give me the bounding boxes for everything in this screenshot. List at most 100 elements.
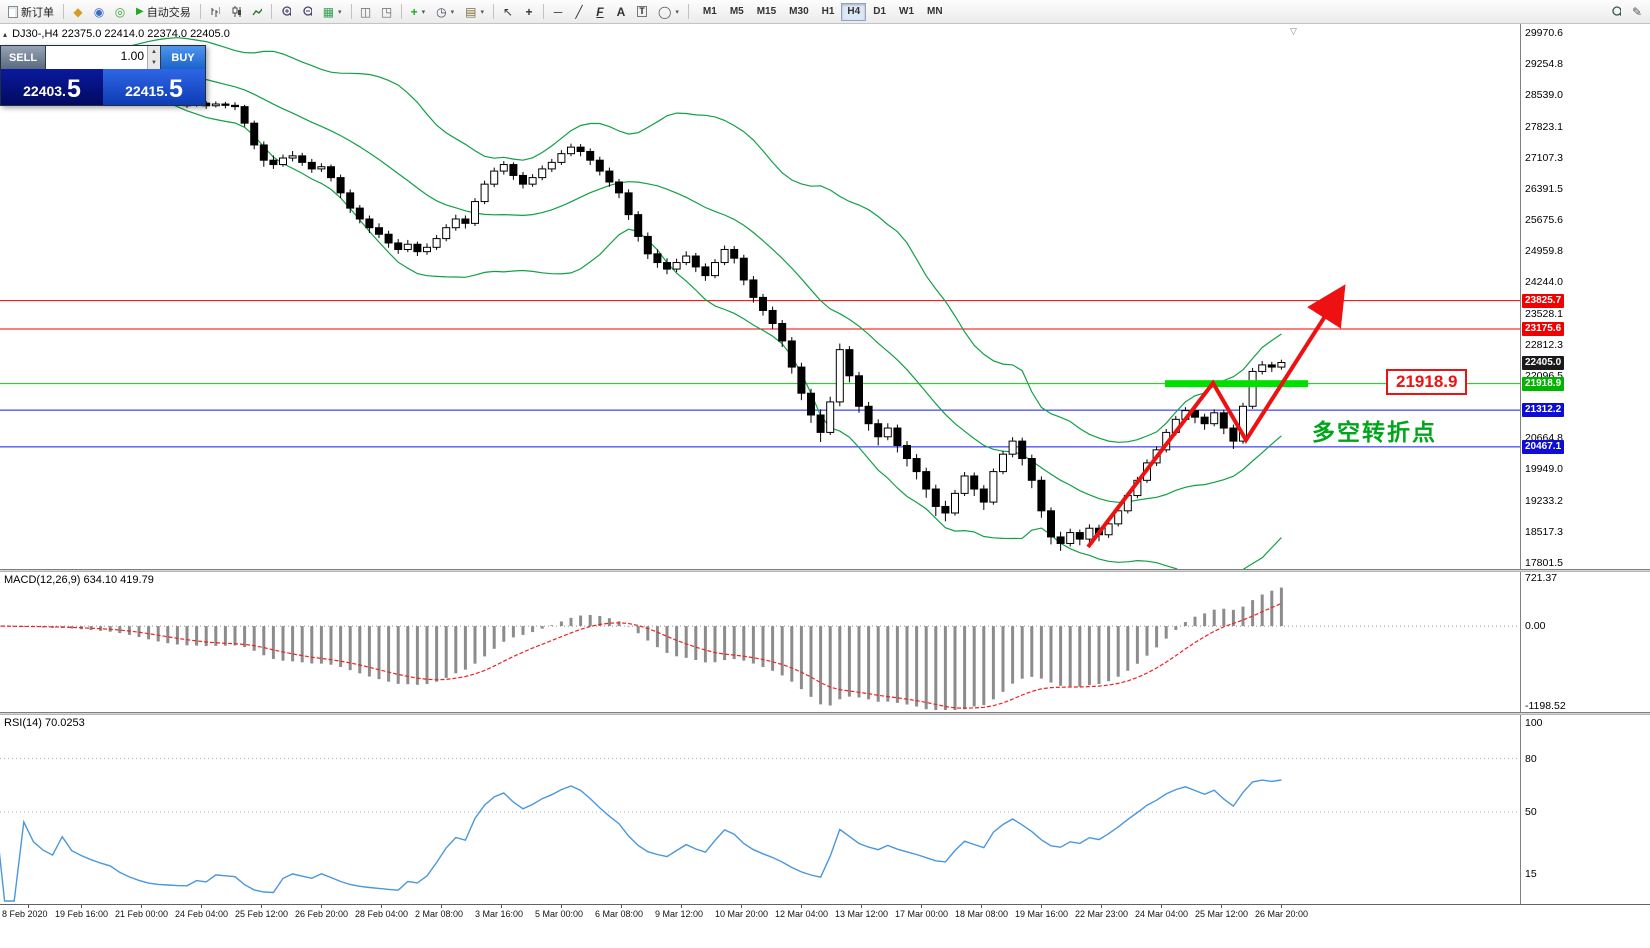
cascade-windows-icon: ◳ bbox=[380, 4, 393, 19]
symbol-title: DJ30-,H4 bbox=[12, 28, 59, 40]
edit-button[interactable]: ✎ bbox=[1627, 2, 1647, 22]
new-order-button[interactable]: 新订单 bbox=[3, 2, 59, 22]
line-chart-icon bbox=[252, 8, 262, 16]
price-axis-label: 28539.0 bbox=[1525, 89, 1563, 102]
line-chart-button[interactable] bbox=[247, 2, 267, 22]
time-axis-tick bbox=[321, 905, 322, 908]
volume-down-button[interactable]: ▼ bbox=[148, 57, 160, 69]
timeframe-button-h1[interactable]: H1 bbox=[816, 3, 841, 21]
price-axis-label: 18517.3 bbox=[1525, 525, 1563, 538]
one-click-trading-panel: SELL 1.00 ▲ ▼ BUY 22403. 5 22415. 5 bbox=[0, 45, 206, 106]
timeframe-button-d1[interactable]: D1 bbox=[867, 3, 892, 21]
profiles-button[interactable]: ◉ bbox=[89, 2, 109, 22]
time-axis-tick bbox=[1281, 905, 1282, 908]
horizontal-line-button[interactable]: ─ bbox=[548, 2, 568, 22]
buy-button[interactable]: BUY bbox=[161, 46, 205, 69]
periods-button[interactable]: ◷ ▾ bbox=[431, 2, 459, 22]
timeframe-button-w1[interactable]: W1 bbox=[893, 3, 920, 21]
bar-chart-button[interactable] bbox=[205, 2, 225, 22]
price-axis[interactable]: 29970.6 29254.8 28539.0 27823.1 27107.3 26391… bbox=[1520, 24, 1650, 569]
time-axis-tick bbox=[621, 905, 622, 908]
time-axis-label: 24 Mar 04:00 bbox=[1135, 909, 1189, 919]
chart-shift-marker[interactable]: ▽ bbox=[1290, 26, 1297, 36]
time-axis-label: 12 Mar 04:00 bbox=[775, 909, 829, 919]
cursor-button[interactable]: ↖ bbox=[498, 2, 518, 22]
volume-up-button[interactable]: ▲ bbox=[148, 46, 160, 58]
price-axis-label: 26391.5 bbox=[1525, 182, 1563, 195]
text-label-button[interactable]: T bbox=[632, 2, 652, 22]
cascade-windows-button[interactable]: ◳ bbox=[377, 2, 397, 22]
macd-panel: MACD(12,26,9) 634.10 419.79 721.37 0.00 -1… bbox=[0, 572, 1650, 712]
timeframe-button-h4[interactable]: H4 bbox=[841, 2, 867, 21]
time-axis-label: 3 Mar 16:00 bbox=[475, 909, 524, 919]
timeframe-button-m15[interactable]: M15 bbox=[751, 3, 782, 21]
time-axis-tick bbox=[1101, 905, 1102, 908]
time-axis-tick bbox=[681, 905, 682, 908]
shapes-icon: ◯ bbox=[657, 4, 672, 19]
candlestick-button[interactable] bbox=[226, 2, 246, 22]
price-badge: 21312.2 bbox=[1522, 403, 1565, 418]
time-axis-tick bbox=[801, 905, 802, 908]
time-axis[interactable]: 8 Feb 2020 19 Feb 16:00 21 Feb 00:00 24 Feb… bbox=[0, 904, 1650, 922]
macd-chart[interactable]: MACD(12,26,9) 634.10 419.79 bbox=[0, 572, 1520, 712]
zoom-out-button[interactable] bbox=[297, 2, 317, 22]
autotrading-play-icon: ▶ bbox=[136, 5, 144, 17]
search-icon bbox=[1612, 5, 1621, 16]
price-badge: 20467.1 bbox=[1522, 439, 1565, 454]
rsi-axis-label: 80 bbox=[1525, 752, 1537, 765]
search-button[interactable] bbox=[1606, 2, 1626, 22]
zoom-in-button[interactable] bbox=[276, 2, 296, 22]
clock-icon: ◷ bbox=[436, 4, 447, 19]
crosshair-button[interactable]: + bbox=[519, 2, 539, 22]
timeframe-button-m1[interactable]: M1 bbox=[697, 3, 723, 21]
timeframe-button-m5[interactable]: M5 bbox=[724, 3, 750, 21]
panel-splitter[interactable] bbox=[0, 569, 1650, 572]
toolbar-separator bbox=[270, 4, 272, 19]
shapes-button[interactable]: ◯ ▾ bbox=[653, 2, 684, 22]
main-chart[interactable]: ▴ DJ30-,H4 22375.0 22414.0 22374.0 22405… bbox=[0, 24, 1520, 569]
sell-price-display[interactable]: 22403. 5 bbox=[1, 69, 103, 105]
trendline-button[interactable]: ╱ bbox=[569, 2, 589, 22]
time-axis-tick bbox=[141, 905, 142, 908]
price-axis-label: 27107.3 bbox=[1525, 151, 1563, 164]
autotrading-button[interactable]: ▶ 自动交易 bbox=[131, 2, 196, 22]
text-button[interactable]: A bbox=[611, 2, 631, 22]
chevron-down-icon: ▾ bbox=[338, 8, 342, 16]
time-axis-label: 21 Feb 00:00 bbox=[115, 909, 169, 919]
panel-splitter[interactable] bbox=[0, 712, 1650, 715]
fibonacci-icon: F bbox=[596, 4, 604, 19]
time-axis-label: 19 Feb 16:00 bbox=[55, 909, 109, 919]
time-axis-label: 25 Mar 12:00 bbox=[1195, 909, 1249, 919]
time-axis-label: 28 Feb 04:00 bbox=[355, 909, 409, 919]
timeframe-button-m30[interactable]: M30 bbox=[783, 3, 814, 21]
tile-windows-button[interactable]: ◫ bbox=[356, 2, 376, 22]
buy-price-display[interactable]: 22415. 5 bbox=[103, 69, 205, 105]
fibonacci-button[interactable]: F bbox=[590, 2, 610, 22]
toolbar-separator bbox=[199, 4, 201, 19]
volume-input[interactable]: 1.00 bbox=[120, 49, 144, 63]
grid-button[interactable]: ▦ ▾ bbox=[318, 2, 347, 22]
price-axis-label: 24244.0 bbox=[1525, 276, 1563, 289]
timeframe-button-mn[interactable]: MN bbox=[921, 3, 949, 21]
chart-wizard-button[interactable]: ◆ bbox=[68, 2, 88, 22]
time-axis-label: 25 Feb 12:00 bbox=[235, 909, 289, 919]
time-axis-tick bbox=[561, 905, 562, 908]
indicators-button[interactable]: + ▾ bbox=[406, 2, 431, 22]
price-axis-label: 27823.1 bbox=[1525, 120, 1563, 133]
refresh-button[interactable]: ◎ bbox=[110, 2, 130, 22]
text-label-icon: T bbox=[637, 6, 647, 17]
price-axis-label: 19233.2 bbox=[1525, 494, 1563, 507]
rsi-label: RSI(14) 70.0253 bbox=[4, 717, 85, 729]
templates-button[interactable]: ▤ ▾ bbox=[460, 2, 489, 22]
time-axis-tick bbox=[1041, 905, 1042, 908]
price-badge: 22405.0 bbox=[1522, 355, 1565, 370]
price-badge: 21918.9 bbox=[1522, 376, 1565, 391]
sell-price-main: 22403. bbox=[23, 83, 66, 99]
time-axis-tick bbox=[441, 905, 442, 908]
rsi-chart[interactable]: RSI(14) 70.0253 bbox=[0, 715, 1520, 904]
time-axis-tick bbox=[741, 905, 742, 908]
sell-button[interactable]: SELL bbox=[1, 46, 45, 69]
new-order-label: 新订单 bbox=[21, 6, 54, 19]
timeframe-group: M1 M5 M15 M30 H1 H4 D1 W1 MN bbox=[697, 2, 949, 21]
macd-axis-label: -1198.52 bbox=[1525, 700, 1566, 712]
